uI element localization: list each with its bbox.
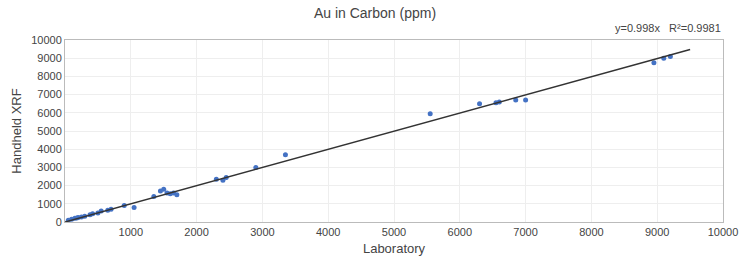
- svg-text:0: 0: [56, 216, 62, 228]
- svg-text:Laboratory: Laboratory: [363, 241, 426, 256]
- svg-text:8000: 8000: [579, 226, 603, 238]
- svg-text:7000: 7000: [37, 88, 61, 100]
- svg-text:2000: 2000: [184, 226, 208, 238]
- svg-text:6000: 6000: [37, 107, 61, 119]
- svg-text:9000: 9000: [645, 226, 669, 238]
- svg-text:5000: 5000: [382, 226, 406, 238]
- svg-text:5000: 5000: [37, 125, 61, 137]
- svg-text:9000: 9000: [37, 52, 61, 64]
- svg-text:8000: 8000: [37, 70, 61, 82]
- svg-text:7000: 7000: [513, 226, 537, 238]
- svg-text:y=0.998x R²=0.9981: y=0.998x R²=0.9981: [615, 22, 721, 34]
- svg-text:4000: 4000: [316, 226, 340, 238]
- svg-text:3000: 3000: [37, 161, 61, 173]
- svg-text:10000: 10000: [31, 34, 62, 46]
- svg-text:Handheld XRF: Handheld XRF: [9, 88, 24, 173]
- svg-text:1000: 1000: [37, 198, 61, 210]
- svg-text:6000: 6000: [448, 226, 472, 238]
- svg-text:10000: 10000: [708, 226, 739, 238]
- svg-text:4000: 4000: [37, 143, 61, 155]
- svg-text:1000: 1000: [119, 226, 143, 238]
- svg-text:Au in Carbon (ppm): Au in Carbon (ppm): [314, 5, 436, 21]
- svg-text:3000: 3000: [250, 226, 274, 238]
- svg-text:2000: 2000: [37, 179, 61, 191]
